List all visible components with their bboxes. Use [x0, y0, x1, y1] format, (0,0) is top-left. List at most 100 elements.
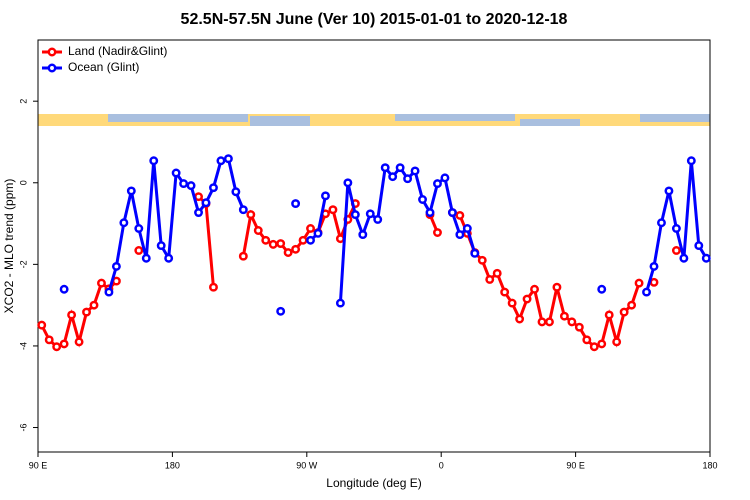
- point: [373, 215, 383, 224]
- point: [433, 179, 442, 189]
- point: [604, 310, 614, 320]
- legend-label: Land (Nadir&Glint): [68, 44, 167, 58]
- point: [343, 178, 353, 188]
- point: [268, 239, 278, 249]
- point: [657, 218, 666, 228]
- plot-frame: [37, 39, 711, 453]
- y-axis-label: XCO2 - MLO trend (ppm): [2, 179, 16, 314]
- point: [291, 244, 301, 254]
- x-tick-label: 90 E: [29, 460, 48, 470]
- point: [313, 228, 323, 238]
- point: [567, 317, 577, 327]
- point: [321, 191, 330, 201]
- point: [425, 208, 435, 218]
- x-tick-label: 0: [439, 460, 444, 470]
- point: [164, 253, 174, 263]
- point: [238, 251, 248, 261]
- point: [418, 195, 427, 204]
- point: [37, 320, 47, 330]
- point: [276, 306, 286, 316]
- point: [492, 268, 502, 278]
- point: [104, 287, 114, 297]
- point: [410, 166, 420, 176]
- point: [388, 172, 398, 182]
- point: [134, 224, 144, 233]
- point: [671, 246, 681, 255]
- point: [298, 235, 308, 245]
- point: [231, 187, 241, 197]
- point: [59, 339, 69, 349]
- point: [582, 335, 592, 345]
- point: [179, 179, 189, 189]
- point: [306, 224, 315, 233]
- point: [485, 274, 495, 284]
- point: [216, 156, 226, 166]
- y-tick-label: 2: [18, 99, 28, 104]
- point: [306, 235, 315, 245]
- point: [111, 261, 121, 271]
- x-tick-label: 90 W: [296, 460, 318, 470]
- point: [477, 255, 487, 265]
- point: [515, 314, 525, 324]
- legend-label: Ocean (Glint): [68, 60, 139, 74]
- point: [537, 317, 547, 327]
- point: [433, 228, 442, 237]
- point: [462, 224, 472, 233]
- x-tick-label: 90 E: [566, 460, 585, 470]
- point: [552, 282, 562, 292]
- point: [44, 335, 54, 345]
- point: [238, 205, 248, 215]
- point: [186, 181, 196, 191]
- point: [597, 339, 607, 349]
- point: [261, 235, 271, 245]
- point: [380, 163, 390, 173]
- point: [358, 230, 368, 240]
- point: [328, 205, 338, 215]
- point: [365, 209, 375, 219]
- chart-title: 52.5N-57.5N June (Ver 10) 2015-01-01 to …: [181, 11, 568, 28]
- point: [507, 298, 517, 308]
- point: [59, 284, 69, 294]
- point: [67, 310, 77, 320]
- point: [455, 230, 465, 240]
- point: [619, 307, 629, 317]
- point: [671, 224, 681, 233]
- point: [649, 261, 659, 271]
- point: [694, 241, 704, 251]
- point: [350, 210, 360, 220]
- point: [679, 253, 689, 263]
- point: [223, 154, 233, 164]
- x-axis-label: Longitude (deg E): [326, 476, 421, 490]
- legend-marker: [47, 47, 57, 57]
- x-tick-label: 180: [165, 460, 180, 470]
- point: [403, 174, 413, 184]
- point: [455, 210, 465, 220]
- point: [141, 253, 151, 263]
- point: [201, 198, 211, 208]
- point: [559, 311, 569, 321]
- point: [194, 208, 203, 218]
- point: [119, 218, 129, 228]
- point: [335, 234, 345, 244]
- point: [74, 337, 84, 347]
- point: [597, 284, 607, 294]
- point: [701, 253, 711, 263]
- point: [470, 248, 480, 258]
- y-tick-label: 0: [18, 180, 28, 185]
- point: [97, 278, 106, 288]
- point: [149, 156, 159, 166]
- point: [642, 287, 651, 297]
- point: [500, 287, 510, 297]
- point: [447, 208, 457, 218]
- point: [335, 298, 345, 308]
- point: [291, 199, 301, 209]
- point: [253, 226, 263, 235]
- point: [156, 241, 166, 251]
- point: [686, 156, 696, 166]
- point: [395, 163, 405, 173]
- point: [209, 183, 218, 193]
- legend-marker: [47, 63, 57, 73]
- point: [440, 173, 450, 183]
- point: [52, 342, 62, 352]
